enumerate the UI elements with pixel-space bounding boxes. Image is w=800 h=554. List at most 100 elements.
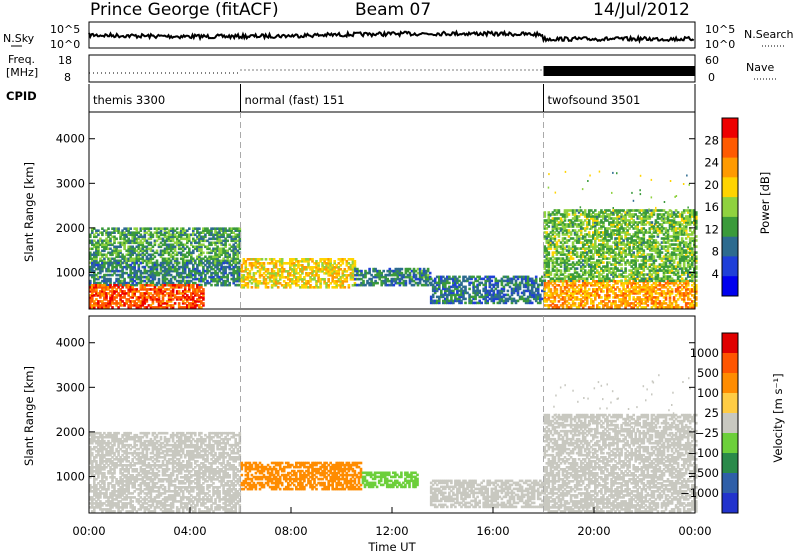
heatmap-cell	[327, 278, 330, 281]
heatmap-cell	[362, 280, 365, 283]
cpid-segment-label: twofsound 3501	[548, 93, 641, 107]
heatmap-cell	[360, 270, 363, 273]
freq-label-line1: Freq.	[8, 53, 35, 66]
heatmap-cell	[164, 284, 167, 287]
heatmap-cell	[376, 282, 379, 285]
heatmap-cell	[228, 254, 231, 257]
heatmap-cell	[176, 227, 179, 230]
heatmap-cell	[202, 302, 205, 305]
heatmap-cell	[531, 302, 534, 305]
heatmap-cell	[632, 251, 635, 254]
heatmap-cell	[188, 248, 191, 251]
heatmap-cell	[574, 302, 577, 305]
heatmap-cell	[202, 288, 205, 291]
heatmap-cell	[671, 288, 674, 291]
heatmap-cell	[464, 302, 467, 305]
heatmap-cell	[176, 258, 179, 261]
heatmap-cell	[222, 262, 225, 265]
heatmap-cell	[539, 294, 542, 297]
heatmap-cell	[150, 227, 153, 230]
heatmap-cell	[267, 268, 270, 271]
heatmap-cell	[174, 302, 177, 305]
cpid-segments: themis 3300 normal (fast) 151 twofsound 35…	[93, 84, 640, 112]
heatmap-cell	[251, 286, 254, 289]
freq-right-tick-top: 60	[705, 54, 719, 67]
heatmap-cell	[333, 260, 336, 263]
heatmap-cell	[576, 267, 579, 270]
noise-search-label: N.Search	[744, 28, 794, 41]
freq-label-line2: [MHz]	[6, 66, 38, 79]
heatmap-cell	[600, 296, 603, 299]
heatmap-cell	[117, 227, 120, 230]
heatmap-cell	[608, 294, 611, 297]
heatmap-cell	[121, 286, 124, 289]
heatmap-cell	[598, 306, 601, 309]
heatmap-cell	[178, 302, 181, 305]
cpid-label: CPID	[6, 89, 37, 103]
heatmap-cell	[136, 227, 139, 230]
heatmap-cell	[405, 280, 408, 283]
heatmap-cell	[329, 258, 332, 261]
heatmap-cell	[429, 272, 432, 275]
heatmap-cell	[277, 286, 280, 289]
heatmap-cell	[610, 245, 613, 248]
heatmap-cell	[491, 280, 494, 283]
heatmap-cell	[584, 209, 587, 212]
noise-panel-frame	[89, 22, 695, 48]
heatmap-cell	[150, 242, 153, 245]
heatmap-cell	[620, 235, 623, 238]
heatmap-cell	[620, 267, 623, 270]
heatmap-cell	[140, 262, 143, 265]
power-heatmap	[89, 171, 698, 309]
heatmap-cell	[265, 258, 268, 261]
heatmap-cell	[480, 302, 483, 305]
heatmap-cell	[602, 261, 605, 264]
heatmap-cell	[427, 268, 430, 271]
heatmap-cell	[267, 286, 270, 289]
heatmap-cell	[198, 227, 201, 230]
heatmap-cell	[239, 260, 242, 263]
cpid-segment-label: normal (fast) 151	[245, 93, 345, 107]
heatmap-cell	[647, 304, 650, 307]
heatmap-cell	[548, 251, 551, 254]
heatmap-cell	[550, 288, 553, 291]
heatmap-cell	[148, 262, 151, 265]
heatmap-cell	[624, 267, 627, 270]
heatmap-cell	[109, 278, 112, 281]
station-title: Prince George (fitACF)	[90, 0, 279, 20]
heatmap-cell	[458, 276, 461, 279]
heatmap-cell	[507, 290, 510, 293]
heatmap-cell	[614, 300, 617, 303]
freq-trace	[89, 66, 695, 76]
noise-trace	[89, 32, 694, 41]
heatmap-cell	[588, 288, 591, 291]
freq-left-tick-bottom: 8	[64, 71, 71, 84]
heatmap-cell	[228, 282, 231, 285]
heatmap-cell	[323, 278, 326, 281]
nave-label: Nave	[746, 61, 774, 74]
heatmap-cell	[202, 252, 205, 255]
heatmap-cell	[123, 278, 126, 281]
heatmap-cell	[464, 286, 467, 289]
noise-right-tick-bottom: 10^0	[705, 38, 735, 51]
heatmap-cell	[382, 270, 385, 273]
heatmap-cell	[354, 260, 357, 263]
heatmap-cell	[464, 298, 467, 301]
heatmap-cell	[344, 286, 347, 289]
heatmap-cell	[468, 288, 471, 291]
heatmap-cell	[448, 282, 451, 285]
noise-left-tick-top: 10^5	[50, 23, 80, 36]
heatmap-cell	[119, 250, 122, 253]
heatmap-cell	[281, 258, 284, 261]
heatmap-cell	[588, 231, 591, 234]
noise-sky-series	[89, 32, 694, 41]
heatmap-cell	[154, 256, 157, 259]
heatmap-cell	[261, 258, 264, 261]
heatmap-cell	[178, 262, 181, 265]
heatmap-cell	[121, 262, 124, 265]
beam-title: Beam 07	[355, 0, 431, 20]
noise-sky-label: N.Sky	[3, 32, 35, 45]
heatmap-cell	[188, 227, 191, 230]
heatmap-cell	[548, 225, 551, 228]
